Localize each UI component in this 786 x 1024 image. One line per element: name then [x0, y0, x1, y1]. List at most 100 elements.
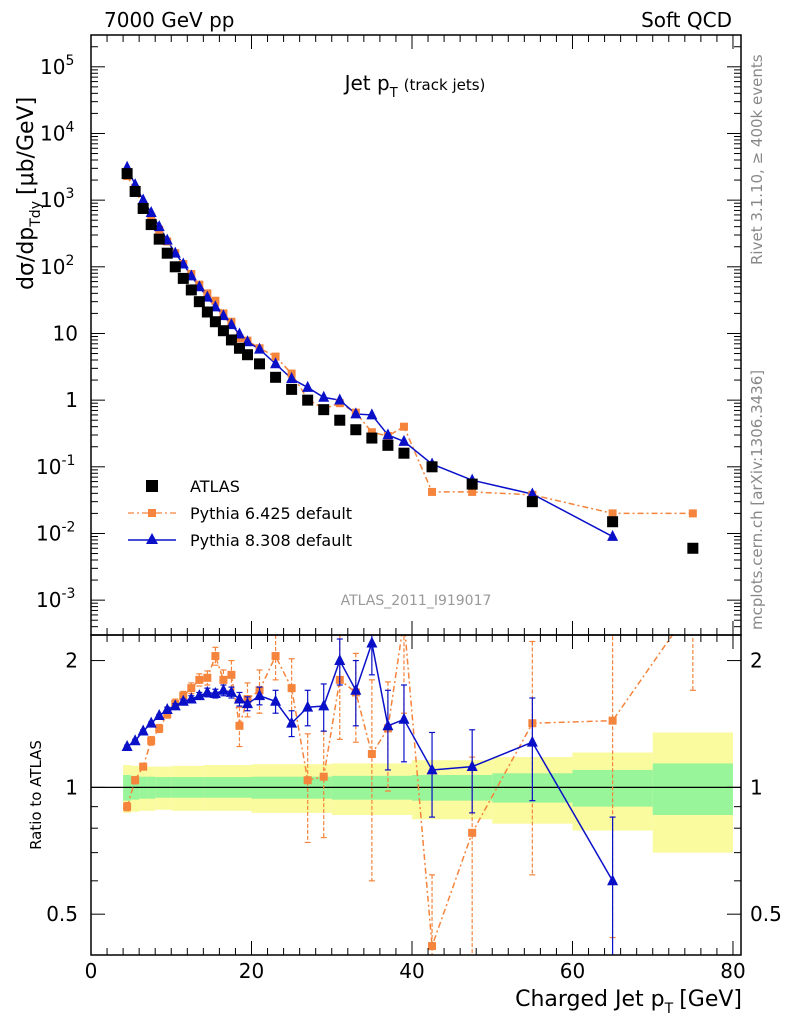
ratio-pythia6-point — [139, 762, 148, 771]
ratio-pythia8-point — [177, 694, 189, 706]
pythia8-point — [137, 193, 149, 205]
atlas-point — [687, 542, 699, 554]
ratio-pythia6-point — [303, 776, 312, 785]
atlas-point — [129, 185, 141, 197]
atlas-point — [209, 316, 221, 328]
y-tick-label-main: 102 — [40, 253, 74, 279]
ratio-pythia8-point — [193, 689, 205, 701]
pythia8-point — [382, 428, 394, 440]
ratio-pythia8-point — [286, 716, 298, 728]
ratio-pythia8-point — [161, 702, 173, 714]
atlas-point — [177, 272, 189, 284]
ratio-pythia8-point — [201, 685, 213, 697]
ratio-pythia8-point — [225, 685, 237, 697]
ratio-pythia8-point — [217, 683, 229, 695]
ratio-pythia8-point — [121, 739, 133, 751]
ratio-pythia8-point — [382, 719, 394, 731]
pythia8-point — [350, 407, 362, 419]
header-right: Soft QCD — [641, 8, 732, 32]
ratio-pythia6-point — [163, 710, 172, 719]
y-tick-label-ratio: 1 — [65, 775, 78, 799]
pythia8-point — [302, 380, 314, 392]
ratio-pythia8-point — [398, 712, 410, 724]
ratio-pythia8-point — [426, 763, 438, 775]
x-axis-label-main: Charged Jet p — [515, 987, 665, 1012]
y-tick-label-main: 104 — [40, 119, 74, 145]
atlas-point — [121, 168, 133, 180]
ratio-pythia8-point — [209, 686, 221, 698]
atlas-point — [607, 516, 619, 528]
ratio-pythia8-point — [526, 735, 538, 747]
legend-pythia6-label: Pythia 6.425 default — [190, 504, 352, 523]
ratio-pythia8-point — [334, 653, 346, 665]
pythia8-point — [366, 408, 378, 420]
ratio-pythia6-point — [367, 750, 376, 759]
atlas-point — [270, 371, 282, 383]
y-tick-label-main: 10-3 — [36, 586, 75, 612]
y-tick-label-main: 105 — [40, 53, 74, 79]
ratio-pythia6-point — [400, 616, 408, 624]
pythia8-point — [334, 393, 346, 405]
ratio-pythia8-point — [366, 636, 378, 648]
atlas-point — [526, 496, 538, 508]
x-tick-label: 80 — [720, 959, 745, 983]
atlas-point — [201, 306, 213, 318]
ratio-pythia6-point — [155, 724, 164, 733]
ratio-pythia6-point — [195, 675, 204, 684]
y-tick-label-main: 1 — [65, 388, 78, 412]
pythia8-point — [254, 342, 266, 354]
pythia8-point — [270, 357, 282, 369]
x-axis-label-sub: T — [664, 1001, 674, 1017]
ratio-pythia6-point — [235, 721, 244, 730]
pythia6-line — [126, 175, 693, 515]
ratio-pythia6-point — [287, 684, 296, 693]
pythia6-point — [688, 509, 697, 518]
main-title-main: Jet p — [343, 71, 390, 95]
main-ylabel-unit: [μb/GeV] — [14, 97, 39, 195]
y-tick-label-main: 10 — [53, 321, 78, 345]
ratio-pythia6-point — [689, 602, 697, 610]
legend-pythia6-marker — [148, 509, 156, 517]
ratio-pythia8-point — [466, 760, 478, 772]
main-panel-frame — [90, 34, 742, 636]
pythia8-point — [607, 529, 619, 541]
main-title: Jet pT (track jets) — [343, 71, 486, 101]
y-tick-label-ratio: 0.5 — [46, 902, 78, 926]
pythia6-point — [399, 422, 408, 431]
atlas-point — [286, 383, 298, 395]
ratio-pythia8-point — [145, 716, 157, 728]
ratio-pythia8-point — [137, 724, 149, 736]
main-ylabel-sub: Tdy — [28, 201, 44, 228]
mcplots-label: mcplots.cern.ch [arXiv:1306.3436] — [748, 370, 766, 630]
y-tick-label-main: 10-1 — [36, 453, 75, 479]
analysis-tag: ATLAS_2011_I919017 — [341, 593, 492, 609]
atlas-point — [334, 414, 346, 426]
atlas-point — [241, 349, 253, 361]
ratio-pythia6-point — [319, 772, 328, 781]
ratio-pythia8-point — [350, 683, 362, 695]
main-ylabel: dσ/dpTdy [μb/GeV] — [14, 97, 44, 290]
ratio-band-inner — [652, 763, 733, 815]
atlas-point — [233, 342, 245, 354]
header-left: 7000 GeV pp — [104, 8, 235, 32]
atlas-point — [169, 261, 181, 273]
pythia6-point — [367, 428, 376, 437]
main-title-note: (track jets) — [404, 76, 486, 94]
main-title-sub: T — [389, 86, 398, 101]
legend: ATLAS Pythia 6.425 default Pythia 8.308 … — [128, 477, 352, 550]
x-tick-label: 40 — [399, 959, 424, 983]
ratio-pythia8-point — [233, 692, 245, 704]
ratio-pythia8-point — [185, 692, 197, 704]
ratio-pythia6-point — [187, 684, 196, 693]
legend-pythia8-marker — [146, 533, 158, 544]
ratio-pythia8-point — [169, 699, 181, 711]
x-tick-label: 60 — [560, 959, 585, 983]
main-ylabel-main: dσ/dp — [14, 227, 39, 290]
y-tick-label-ratio-right: 0.5 — [750, 902, 782, 926]
atlas-point — [145, 219, 157, 231]
pythia8-point — [286, 372, 298, 384]
atlas-point — [466, 478, 478, 490]
atlas-point — [302, 394, 314, 406]
ratio-pythia6-point — [271, 652, 280, 661]
